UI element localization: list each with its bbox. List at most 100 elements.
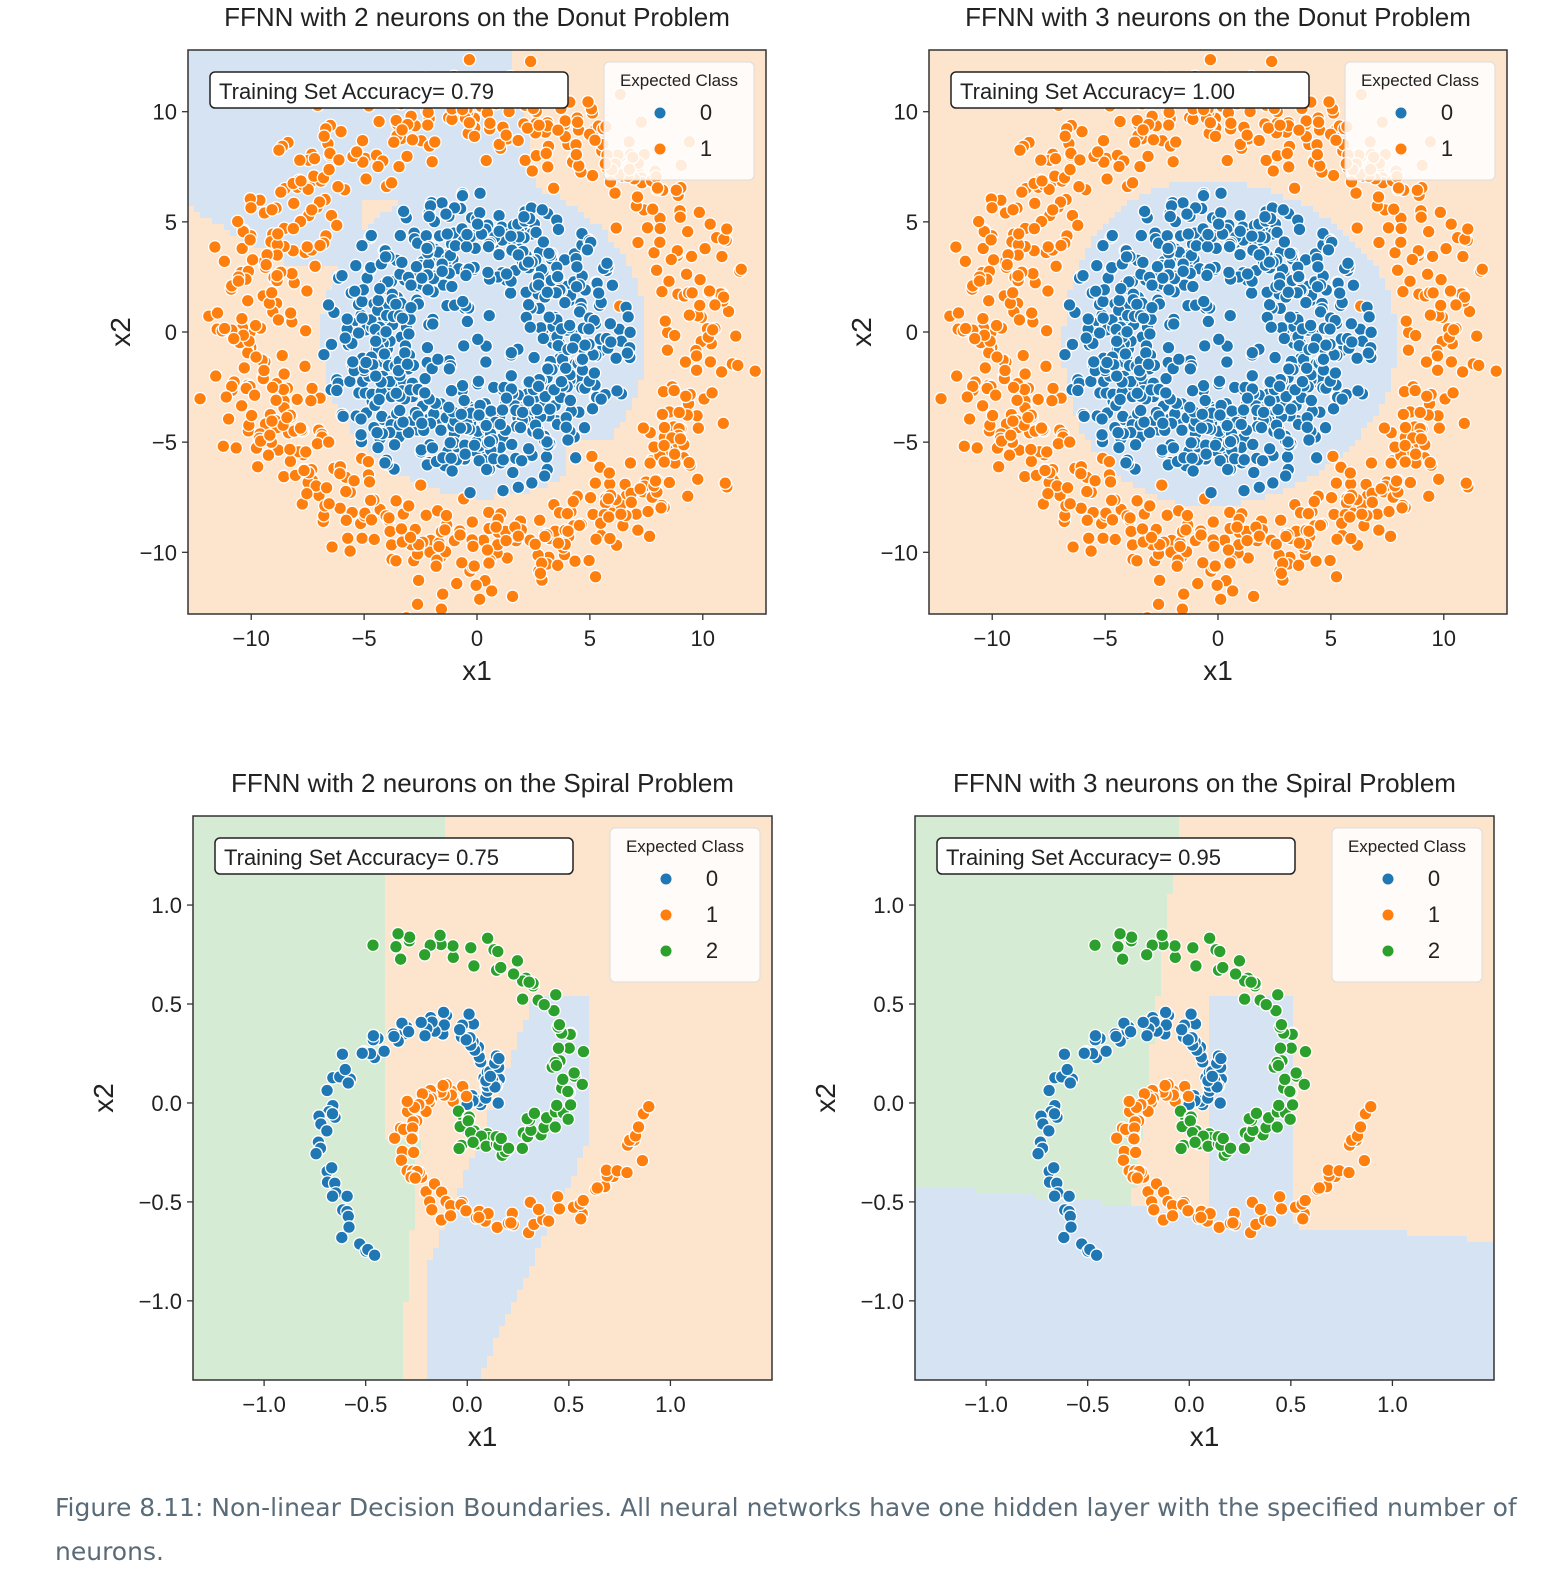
region-cell xyxy=(590,218,597,225)
region-cell xyxy=(200,92,207,99)
region-cell xyxy=(518,62,525,69)
region-cell xyxy=(218,170,225,177)
region-cell xyxy=(638,308,645,315)
region-cell xyxy=(764,200,771,207)
region-cell xyxy=(212,62,219,69)
region-cell xyxy=(260,224,267,231)
region-cell xyxy=(632,260,639,267)
region-cell xyxy=(506,50,513,57)
region-cell xyxy=(476,296,483,303)
region-cell xyxy=(686,206,693,213)
region-cell xyxy=(302,134,309,141)
region-cell xyxy=(338,296,345,303)
region-cell xyxy=(194,344,201,351)
region-cell xyxy=(596,80,603,87)
region-cell xyxy=(518,182,525,189)
region-cell xyxy=(620,200,627,207)
region-cell xyxy=(338,50,345,57)
region-cell xyxy=(296,236,303,243)
region-cell xyxy=(764,146,771,153)
region-cell xyxy=(758,224,765,231)
region-cell xyxy=(254,278,261,285)
region-cell xyxy=(236,50,243,57)
region-cell xyxy=(644,344,651,351)
region-cell xyxy=(386,224,393,231)
region-cell xyxy=(632,266,639,273)
region-cell xyxy=(344,140,351,147)
region-cell xyxy=(662,302,669,309)
region-cell xyxy=(734,236,741,243)
region-cell xyxy=(212,278,219,285)
region-cell xyxy=(278,56,285,63)
region-cell xyxy=(266,344,273,351)
region-cell xyxy=(560,50,567,57)
region-cell xyxy=(704,194,711,201)
region-cell xyxy=(536,194,543,201)
region-cell xyxy=(554,50,561,57)
region-cell xyxy=(206,218,213,225)
region-cell xyxy=(344,218,351,225)
region-cell xyxy=(506,302,513,309)
region-cell xyxy=(260,146,267,153)
region-cell xyxy=(566,50,573,57)
region-cell xyxy=(224,110,231,117)
region-cell xyxy=(212,266,219,273)
region-cell xyxy=(212,200,219,207)
region-cell xyxy=(356,56,363,63)
region-cell xyxy=(746,254,753,261)
region-cell xyxy=(230,236,237,243)
region-cell xyxy=(290,236,297,243)
region-cell xyxy=(230,188,237,195)
region-cell xyxy=(710,272,717,279)
region-cell xyxy=(206,188,213,195)
region-cell xyxy=(200,350,207,357)
region-cell xyxy=(494,164,501,171)
region-cell xyxy=(446,158,453,165)
region-cell xyxy=(506,176,513,183)
region-cell xyxy=(608,296,615,303)
region-cell xyxy=(440,320,447,327)
region-cell xyxy=(500,302,507,309)
region-cell xyxy=(236,176,243,183)
region-cell xyxy=(398,56,405,63)
region-cell xyxy=(410,50,417,57)
region-cell xyxy=(590,206,597,213)
region-cell xyxy=(734,242,741,249)
region-cell xyxy=(224,224,231,231)
region-cell xyxy=(188,320,195,327)
region-cell xyxy=(716,266,723,273)
region-cell xyxy=(710,278,717,285)
region-cell xyxy=(644,260,651,267)
region-cell xyxy=(752,314,759,321)
region-cell xyxy=(644,338,651,345)
region-cell xyxy=(224,176,231,183)
region-cell xyxy=(308,56,315,63)
region-cell xyxy=(566,182,573,189)
region-cell xyxy=(524,188,531,195)
region-cell xyxy=(224,242,231,249)
region-cell xyxy=(290,50,297,57)
region-cell xyxy=(590,62,597,69)
region-cell xyxy=(200,290,207,297)
region-cell xyxy=(416,320,423,327)
region-cell xyxy=(194,290,201,297)
region-cell xyxy=(632,278,639,285)
region-cell xyxy=(644,266,651,273)
region-cell xyxy=(734,200,741,207)
region-cell xyxy=(428,182,435,189)
region-cell xyxy=(326,56,333,63)
region-cell xyxy=(254,218,261,225)
region-cell xyxy=(758,338,765,345)
region-cell xyxy=(488,326,495,333)
region-cell xyxy=(590,50,597,57)
region-cell xyxy=(380,212,387,219)
region-cell xyxy=(278,158,285,165)
region-cell xyxy=(596,92,603,99)
region-cell xyxy=(254,176,261,183)
region-cell xyxy=(458,284,465,291)
region-cell xyxy=(374,224,381,231)
region-cell xyxy=(764,350,771,357)
region-cell xyxy=(596,182,603,189)
region-cell xyxy=(194,200,201,207)
region-cell xyxy=(230,152,237,159)
